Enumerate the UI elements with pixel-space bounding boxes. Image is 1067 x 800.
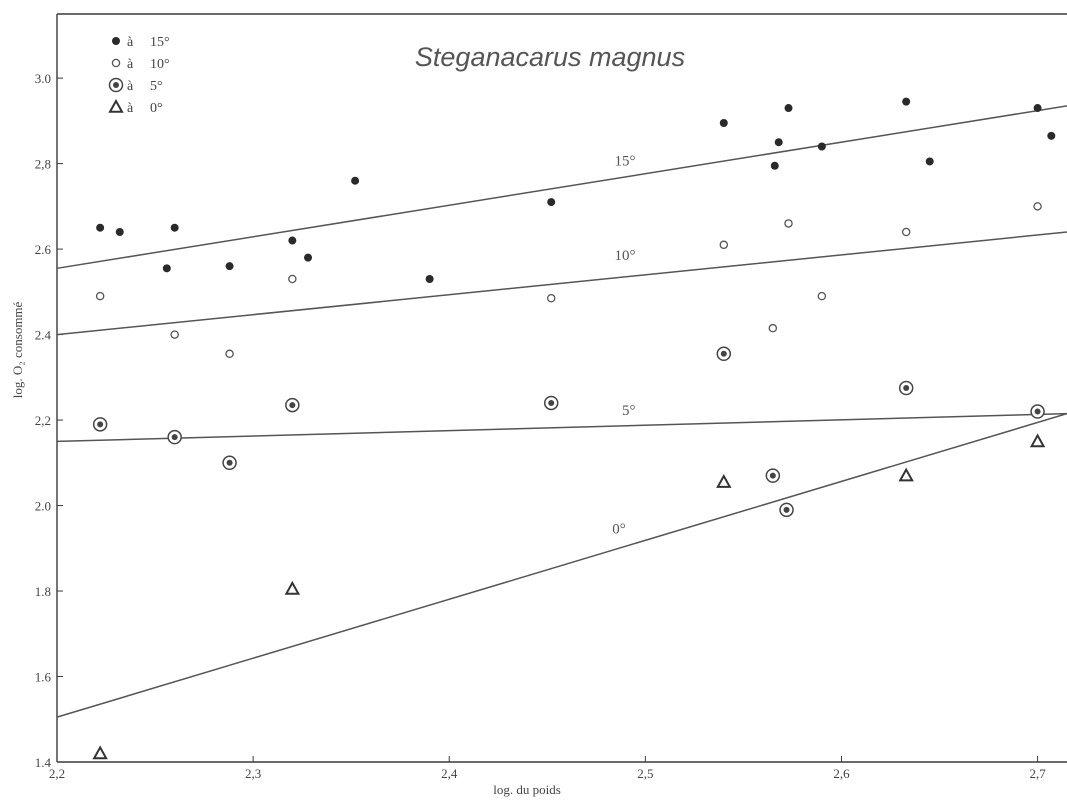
data-points xyxy=(92,97,1056,760)
fit-line-label: 10° xyxy=(615,248,636,264)
plot-frame xyxy=(56,13,1067,763)
data-point-filled-circle xyxy=(225,262,234,271)
data-point-filled-circle xyxy=(115,227,124,236)
fit-line-3 xyxy=(56,412,1067,718)
x-tick-label: 2,4 xyxy=(441,766,458,781)
data-point-double-circle xyxy=(285,397,300,413)
y-tick-label: 2.6 xyxy=(35,242,52,257)
fit-line-label: 0° xyxy=(612,521,626,537)
y-axis-label: log. O₂ consommé xyxy=(10,301,25,398)
data-point-filled-circle xyxy=(925,157,934,166)
x-tick-label: 2,5 xyxy=(637,766,653,781)
fit-line-label: 15° xyxy=(615,154,636,170)
fit-line-2 xyxy=(56,412,1067,443)
y-tick-label: 1.4 xyxy=(35,755,52,770)
data-point-double-circle xyxy=(1030,404,1045,419)
legend-label: 0° xyxy=(150,101,163,116)
data-point-open-circle xyxy=(111,58,121,68)
data-point-triangle xyxy=(898,467,914,482)
y-tick-label: 1.6 xyxy=(35,670,52,685)
data-point-open-circle xyxy=(719,240,729,250)
legend-entry: à 15° xyxy=(112,35,170,50)
data-point-filled-circle xyxy=(902,97,911,106)
data-point-double-circle xyxy=(716,346,732,362)
data-point-filled-circle xyxy=(719,118,728,127)
x-tick-label: 2,3 xyxy=(245,766,261,781)
fit-line-label: 5° xyxy=(622,403,636,419)
y-tick-label: 3.0 xyxy=(35,71,51,86)
data-point-triangle xyxy=(108,98,124,113)
data-point-filled-circle xyxy=(96,223,105,232)
fit-line-0 xyxy=(56,105,1067,270)
data-point-filled-circle xyxy=(784,104,793,113)
y-tick-label: 2.0 xyxy=(35,499,51,514)
data-point-filled-circle xyxy=(1033,104,1042,113)
y-tick-label: 2.4 xyxy=(35,328,52,343)
data-point-double-circle xyxy=(222,455,237,471)
y-tick-label: 2,2 xyxy=(35,413,51,428)
data-point-open-circle xyxy=(901,227,911,237)
data-point-filled-circle xyxy=(770,161,779,170)
legend-prefix: à xyxy=(127,101,134,116)
legend-entry: à 10° xyxy=(111,57,170,72)
legend-prefix: à xyxy=(127,79,134,94)
data-point-filled-circle xyxy=(817,142,826,151)
data-point-filled-circle xyxy=(425,275,434,284)
data-point-open-circle xyxy=(817,291,827,301)
x-tick-label: 2,2 xyxy=(49,766,65,781)
data-point-open-circle xyxy=(768,323,778,333)
y-tick-label: 2,8 xyxy=(35,157,51,172)
data-point-filled-circle xyxy=(547,198,556,207)
data-point-filled-circle xyxy=(304,253,313,262)
data-point-filled-circle xyxy=(774,138,783,147)
data-point-filled-circle xyxy=(162,264,171,273)
data-point-double-circle xyxy=(779,502,794,518)
regression-lines: 15° 10° 5° 0° xyxy=(56,105,1067,718)
fit-line-1 xyxy=(56,231,1067,336)
chart-title: Steganacarus magnus xyxy=(415,42,685,72)
legend-prefix: à xyxy=(127,57,134,72)
data-point-double-circle xyxy=(765,468,781,483)
data-point-open-circle xyxy=(1033,202,1042,211)
data-point-triangle xyxy=(1029,433,1046,448)
data-point-filled-circle xyxy=(351,176,360,185)
data-point-open-circle xyxy=(288,274,297,284)
x-tick-label: 2,6 xyxy=(833,766,850,781)
data-point-filled-circle xyxy=(112,37,120,45)
data-point-double-circle xyxy=(543,395,559,411)
axis-ticks: 2,2 2,3 2,4 2,5 2,6 2,7 1.4 1.6 1.8 2.0 2,2 2.4 2.6 2… xyxy=(35,71,1046,781)
data-point-open-circle xyxy=(170,330,179,339)
legend-label: 15° xyxy=(150,35,170,50)
data-point-open-circle xyxy=(546,293,556,303)
legend: à 15° à 10° à 5° à 0° xyxy=(108,35,170,116)
data-point-open-circle xyxy=(225,349,234,359)
data-point-filled-circle xyxy=(288,236,297,245)
legend-entry: à 0° xyxy=(108,98,163,116)
data-point-double-circle xyxy=(92,417,108,432)
x-axis-label: log. du poids xyxy=(493,782,561,797)
data-point-filled-circle xyxy=(1047,131,1056,140)
data-point-triangle xyxy=(716,473,732,488)
y-tick-label: 1.8 xyxy=(35,584,51,599)
legend-label: 10° xyxy=(150,57,170,72)
data-point-triangle xyxy=(284,580,301,595)
x-tick-label: 2,7 xyxy=(1029,766,1046,781)
data-point-double-circle xyxy=(167,429,182,445)
legend-prefix: à xyxy=(127,35,134,50)
data-point-double-circle xyxy=(898,380,914,396)
data-point-open-circle xyxy=(784,219,793,228)
data-point-open-circle xyxy=(95,291,105,301)
legend-entry: à 5° xyxy=(108,77,163,94)
data-point-filled-circle xyxy=(170,223,179,232)
data-point-double-circle xyxy=(108,77,124,93)
legend-label: 5° xyxy=(150,79,163,94)
data-point-triangle xyxy=(92,745,108,760)
